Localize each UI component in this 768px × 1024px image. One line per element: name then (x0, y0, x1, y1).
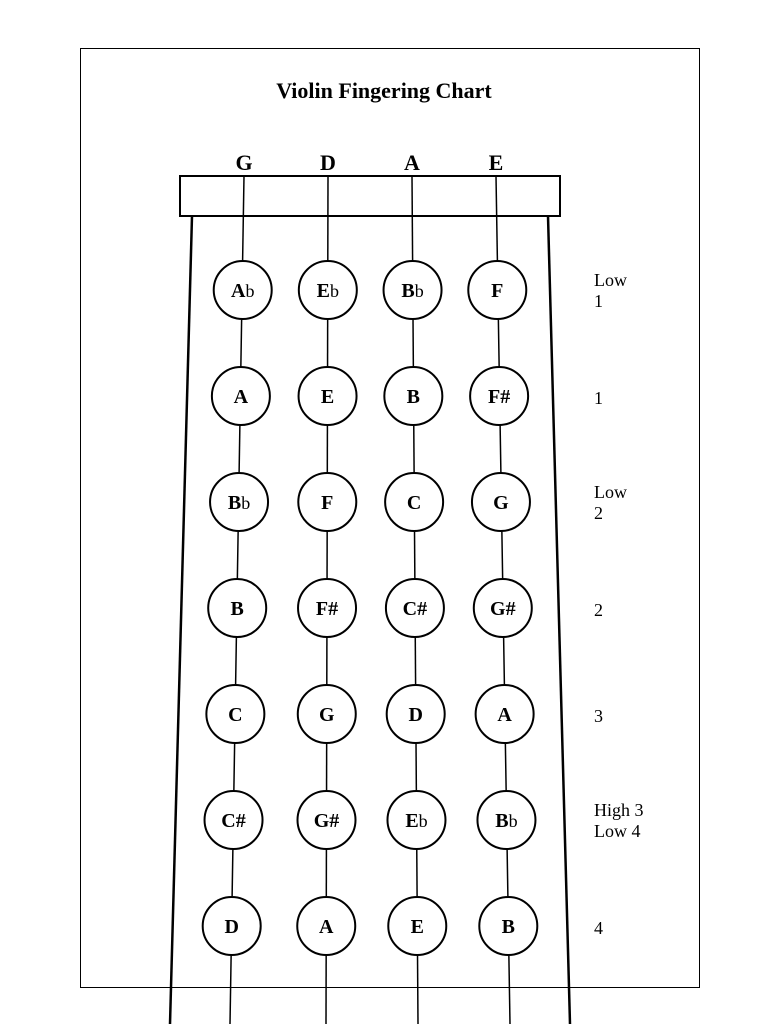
note-label: F (491, 280, 503, 302)
fingerboard-diagram: Ab Eb Bb F A E B F# Bb F C G B F# C# G# C G D A C# G# Eb Bb D A E B (0, 0, 768, 1024)
position-label-low1: Low1 (594, 270, 627, 311)
position-label-p1: 1 (594, 388, 603, 409)
note-label: G# (314, 810, 340, 832)
nut-rect (180, 176, 560, 216)
note-label: C (407, 492, 421, 514)
note-label: C (228, 704, 242, 726)
note-label: Bb (228, 492, 250, 514)
note-label: Bb (495, 810, 517, 832)
note-label: F# (488, 386, 510, 408)
note-label: F (321, 492, 333, 514)
note-label: Eb (405, 810, 427, 832)
note-label: E (411, 916, 424, 938)
note-label: B (231, 598, 244, 620)
string-label-D: D (320, 150, 336, 176)
note-label: A (234, 386, 249, 408)
note-label: B (502, 916, 515, 938)
string-label-E: E (489, 150, 504, 176)
position-label-low2: Low2 (594, 482, 627, 523)
fingerboard-right-edge (548, 216, 570, 1024)
note-label: G (319, 704, 335, 726)
note-label: Eb (317, 280, 339, 302)
note-label: F# (316, 598, 338, 620)
position-label-p4: 4 (594, 918, 603, 939)
note-label: Ab (231, 280, 254, 302)
note-label: A (319, 916, 334, 938)
note-label: C# (221, 810, 245, 832)
note-label: G# (490, 598, 516, 620)
fingerboard-left-edge (170, 216, 192, 1024)
position-label-p2: 2 (594, 600, 603, 621)
string-label-G: G (235, 150, 252, 176)
note-label: G (493, 492, 509, 514)
note-label: B (407, 386, 420, 408)
position-label-p3: 3 (594, 706, 603, 727)
string-label-A: A (404, 150, 420, 176)
note-label: C# (403, 598, 427, 620)
note-label: Bb (401, 280, 423, 302)
note-label: A (497, 704, 512, 726)
note-label: D (408, 704, 422, 726)
note-label: D (224, 916, 238, 938)
position-label-h3l4: High 3Low 4 (594, 800, 644, 841)
note-label: E (321, 386, 334, 408)
